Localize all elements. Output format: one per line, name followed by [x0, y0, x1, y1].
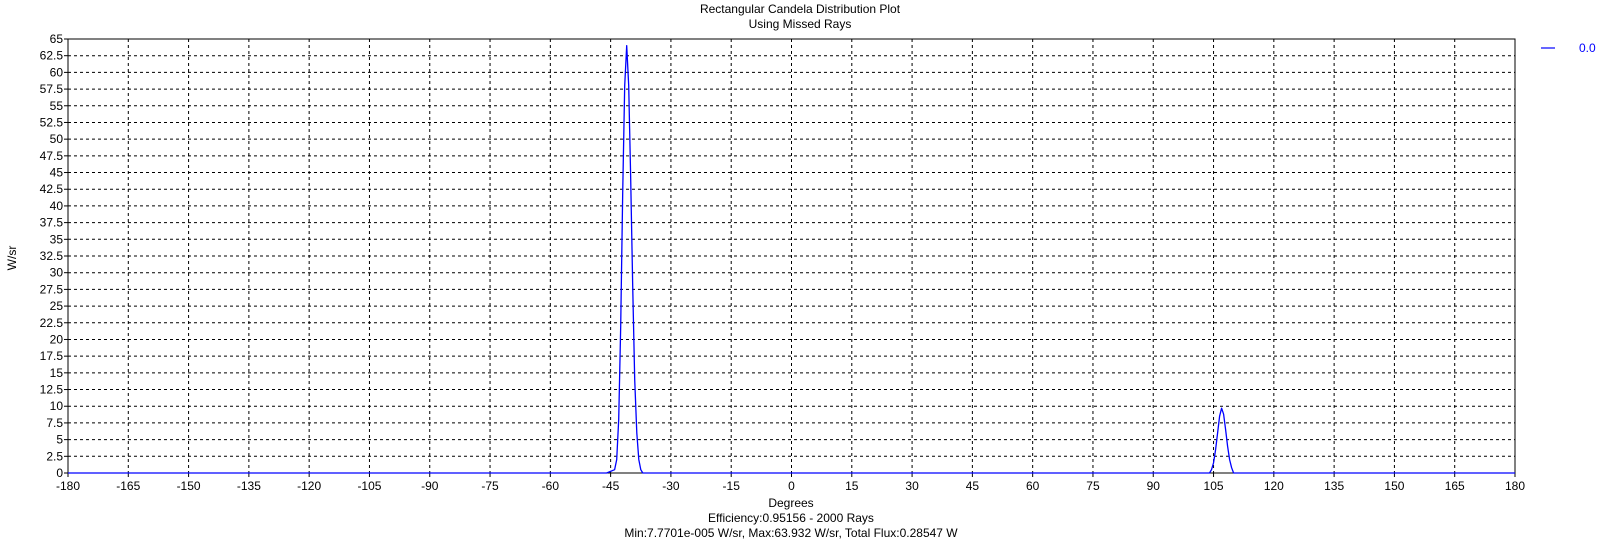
y-tick-label: 17.5 — [40, 349, 64, 363]
y-tick-label: 60 — [50, 65, 64, 79]
x-tick-label: -120 — [297, 479, 321, 493]
footer-stats: Min:7.7701e-005 W/sr, Max:63.932 W/sr, T… — [624, 526, 958, 540]
y-tick-label: 47.5 — [40, 149, 64, 163]
y-tick-label: 10 — [50, 399, 64, 413]
x-tick-label: 135 — [1324, 479, 1344, 493]
x-tick-label: 180 — [1505, 479, 1525, 493]
legend: 0.0 — [1541, 41, 1596, 55]
x-tick-label: 45 — [966, 479, 980, 493]
y-tick-label: 37.5 — [40, 216, 64, 230]
x-tick-label: 75 — [1086, 479, 1100, 493]
x-tick-label: 30 — [905, 479, 919, 493]
x-tick-label: -90 — [421, 479, 439, 493]
x-tick-label: -30 — [662, 479, 680, 493]
y-tick-label: 62.5 — [40, 49, 64, 63]
x-tick-label: -45 — [602, 479, 620, 493]
x-tick-label: -180 — [56, 479, 80, 493]
y-tick-label: 55 — [50, 99, 64, 113]
y-tick-label: 5 — [56, 433, 63, 447]
y-tick-label: 35 — [50, 232, 64, 246]
x-tick-label: 0 — [788, 479, 795, 493]
x-tick-label: 105 — [1204, 479, 1224, 493]
y-tick-label: 12.5 — [40, 383, 64, 397]
x-tick-label: 90 — [1147, 479, 1161, 493]
y-tick-label: 25 — [50, 299, 64, 313]
y-tick-label: 0 — [56, 466, 63, 480]
y-axis-label: W/sr — [5, 246, 19, 271]
y-tick-label: 27.5 — [40, 282, 64, 296]
x-tick-label: 60 — [1026, 479, 1040, 493]
x-tick-label: -165 — [116, 479, 140, 493]
series-line — [68, 45, 1515, 474]
x-tick-label: -150 — [177, 479, 201, 493]
x-tick-label: -135 — [237, 479, 261, 493]
y-tick-label: 30 — [50, 266, 64, 280]
series-layer — [68, 45, 1515, 474]
x-tick-label: -15 — [723, 479, 741, 493]
y-tick-label: 65 — [50, 32, 64, 46]
x-axis-label: Degrees — [768, 496, 813, 510]
chart-title: Rectangular Candela Distribution Plot — [700, 2, 901, 16]
y-tick-label: 52.5 — [40, 115, 64, 129]
y-tick-label: 22.5 — [40, 316, 64, 330]
x-tick-label: 150 — [1384, 479, 1404, 493]
footer-efficiency: Efficiency:0.95156 - 2000 Rays — [708, 511, 874, 525]
y-tick-label: 2.5 — [46, 449, 63, 463]
x-tick-label: 165 — [1445, 479, 1465, 493]
y-tick-label: 15 — [50, 366, 64, 380]
x-tick-label: -105 — [357, 479, 381, 493]
y-tick-labels: 02.557.51012.51517.52022.52527.53032.535… — [40, 32, 68, 480]
y-tick-label: 20 — [50, 332, 64, 346]
x-tick-label: -60 — [542, 479, 560, 493]
chart-subtitle: Using Missed Rays — [749, 17, 852, 31]
x-tick-label: 120 — [1264, 479, 1284, 493]
x-tick-label: 15 — [845, 479, 859, 493]
x-tick-label: -75 — [481, 479, 499, 493]
legend-label: 0.0 — [1579, 41, 1596, 55]
y-tick-label: 57.5 — [40, 82, 64, 96]
y-tick-label: 50 — [50, 132, 64, 146]
y-tick-label: 40 — [50, 199, 64, 213]
grid — [68, 39, 1515, 473]
x-tick-labels: -180 -165 -150 -135 -120 -105 -90 -75 -60 -45 -30-… — [56, 473, 1525, 493]
y-tick-label: 32.5 — [40, 249, 64, 263]
y-tick-label: 7.5 — [46, 416, 63, 430]
y-tick-label: 45 — [50, 166, 64, 180]
y-tick-label: 42.5 — [40, 182, 64, 196]
